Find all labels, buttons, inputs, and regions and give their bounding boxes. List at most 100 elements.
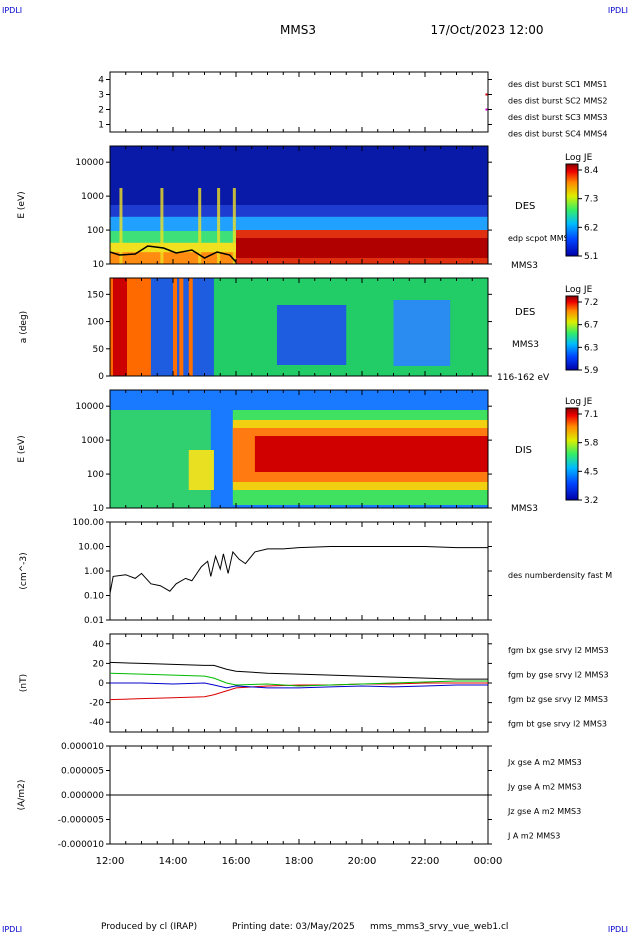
panel-des-energy: E (eV) 10000 1000 100 10 DES edp scpot MMS3…	[17, 145, 599, 271]
footer-filename: mms_mms3_srvy_vue_web1.cl	[370, 922, 508, 932]
time-tick-label: 18:00	[285, 856, 314, 867]
des-energy-stripe	[217, 188, 221, 264]
fgm-series-line	[109, 682, 488, 701]
dis-energy-block	[188, 450, 214, 490]
time-tick-label: 14:00	[159, 856, 188, 867]
panel-burst-legend: des dist burst SC1 MMS1 des dist burst SC…	[508, 80, 607, 139]
des-energy-stripe	[160, 188, 164, 264]
des-energy-colorbar-label: 5.1	[584, 252, 598, 262]
fgm-ytick-label: 0	[98, 679, 104, 689]
des-energy-colorbar-label: 8.4	[584, 166, 599, 176]
dis-energy-ylabel: E (eV)	[17, 435, 27, 462]
density-ytick-label: 0.10	[84, 592, 104, 602]
burst-point	[485, 108, 488, 111]
datetime-title: 17/Oct/2023 12:00	[430, 23, 543, 37]
des-energy-label-mms3: MMS3	[511, 261, 538, 271]
fgm-legend-entry: fgm bt gse srvy l2 MMS3	[508, 720, 607, 729]
dis-energy-colorbar-label: 4.5	[584, 467, 598, 477]
current-legend-entry: Jx gse A m2 MMS3	[507, 758, 582, 767]
dis-energy-colorbar	[565, 407, 579, 501]
des-pitch-label-des: DES	[515, 307, 535, 318]
density-ytick-label: 100.00	[73, 518, 105, 528]
fgm-ytick-label: -40	[89, 718, 104, 728]
burst-legend-entry: des dist burst SC4 MMS4	[508, 130, 607, 139]
footer-printing: Printing date: 03/May/2025	[232, 922, 355, 932]
panel-fgm: (nT) 40 20 0 -20 -40 fgm bx gse srvy l2 MMS3…	[19, 633, 609, 733]
des-pitch-ytick-label: 0	[98, 372, 104, 382]
panel-dis-energy: E (eV) 10000 1000 100 10 DIS MMS3 Log JE 7.…	[17, 389, 599, 514]
time-tick-label: 00:00	[474, 856, 503, 867]
mission-title: MMS3	[280, 23, 316, 37]
fgm-ytick-label: 40	[93, 640, 105, 650]
des-energy-stripe	[198, 188, 202, 264]
des-pitch-colorbar-label: 5.9	[584, 366, 599, 376]
dis-energy-colorbar-title: Log JE	[565, 397, 593, 407]
time-axis: 12:00 14:00 16:00 18:00 20:00 22:00 00:00	[96, 72, 503, 867]
panel-burst-yticks: 4 3 2 1	[98, 76, 492, 131]
des-pitch-colorbar-title: Log JE	[565, 285, 593, 295]
fgm-legend-entry: fgm bz gse srvy l2 MMS3	[508, 695, 608, 704]
current-legend-entry: J A m2 MMS3	[507, 832, 560, 841]
des-pitch-colorbar	[565, 295, 579, 371]
density-ytick-label: 1.00	[84, 567, 104, 577]
corner-label-bottom-right: IPDLI	[608, 925, 628, 934]
burst-ytick-label: 2	[98, 106, 104, 116]
density-frame	[109, 521, 489, 621]
dis-energy-block	[254, 436, 488, 472]
time-tick-label: 22:00	[411, 856, 440, 867]
des-energy-ytick-label: 10000	[75, 158, 104, 168]
current-ytick-label: 0.000000	[61, 791, 104, 801]
scpot-overlay-line	[109, 245, 237, 263]
time-tick-label: 12:00	[96, 856, 125, 867]
current-ytick-label: 0.000010	[61, 742, 104, 752]
fgm-series-line	[110, 682, 488, 689]
dis-energy-colorbar-label: 7.1	[584, 410, 598, 420]
time-tick-label: 20:00	[348, 856, 377, 867]
des-pitch-block	[393, 300, 451, 366]
density-series-label: des numberdensity fast M	[508, 571, 612, 580]
panel-burst-points	[485, 93, 488, 111]
dis-energy-colorbar-label: 5.8	[584, 439, 599, 449]
panel-des-pitch: a (deg) 150 100 50 0 DES MMS3 116-162 eV Lo…	[19, 277, 599, 383]
des-pitch-label-range: 116-162 eV	[497, 373, 550, 383]
des-energy-ytick-label: 1000	[81, 192, 104, 202]
dis-energy-ytick-label: 100	[87, 470, 104, 480]
des-pitch-ylabel: a (deg)	[19, 311, 29, 343]
des-pitch-stripe	[179, 278, 184, 376]
des-energy-ytick-label: 100	[87, 226, 104, 236]
dis-energy-label-mms3: MMS3	[511, 504, 538, 514]
des-energy-stripe	[119, 188, 123, 264]
burst-ytick-label: 3	[98, 91, 104, 101]
dis-energy-ytick-label: 10	[93, 504, 105, 514]
time-tick-label: 16:00	[222, 856, 251, 867]
current-ytick-label: -0.000010	[58, 840, 104, 850]
fgm-series-line	[109, 661, 488, 680]
des-pitch-block	[113, 278, 127, 376]
fgm-ylabel: (nT)	[19, 674, 29, 692]
fgm-ytick-label: 20	[93, 659, 105, 669]
des-energy-colorbar	[565, 163, 579, 257]
des-energy-ylabel: E (eV)	[17, 191, 27, 218]
current-ylabel: (A/m2)	[17, 780, 27, 811]
des-pitch-colorbar-label: 7.2	[584, 298, 598, 308]
des-energy-colorbar-label: 7.3	[584, 195, 598, 205]
dis-energy-label-dis: DIS	[515, 445, 532, 456]
des-energy-core-band	[236, 238, 488, 258]
density-ytick-label: 0.01	[84, 616, 104, 626]
fgm-ytick-label: -20	[89, 699, 104, 709]
dis-energy-colorbar-label: 3.2	[584, 496, 598, 506]
burst-point	[485, 93, 488, 96]
panel-burst-frame	[109, 71, 489, 133]
panel-density: (cm^-3) 100.00 10.00 1.00 0.10 0.01 des numb…	[19, 518, 612, 626]
burst-legend-entry: des dist burst SC3 MMS3	[508, 113, 607, 122]
corner-label-top-left: IPDLI	[2, 6, 22, 15]
des-pitch-stripe	[173, 278, 177, 376]
burst-ytick-label: 1	[98, 121, 104, 131]
fgm-legend-entry: fgm by gse srvy l2 MMS3	[508, 671, 609, 680]
corner-label-bottom-left: IPDLI	[2, 925, 22, 934]
current-legend-entry: Jy gse A m2 MMS3	[507, 783, 582, 792]
current-legend-entry: Jz gse A m2 MMS3	[507, 807, 581, 816]
des-pitch-label-mms3: MMS3	[512, 340, 539, 350]
fgm-legend-entry: fgm bx gse srvy l2 MMS3	[508, 646, 609, 655]
